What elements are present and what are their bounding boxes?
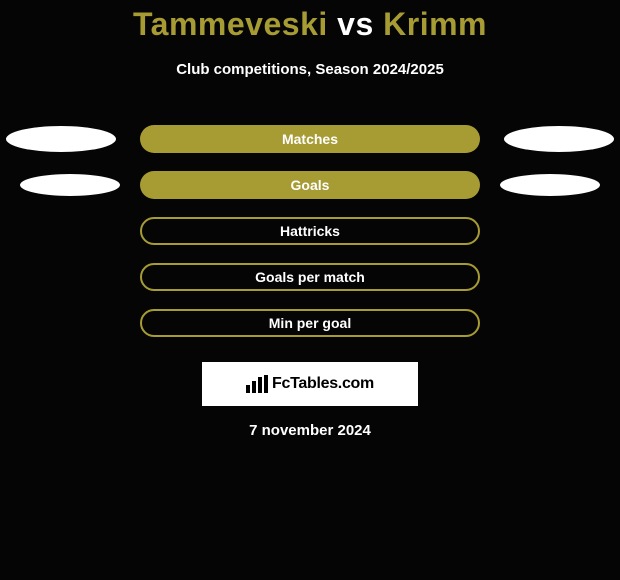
metric-bar-min-per-goal: Min per goal <box>140 309 480 337</box>
bar-chart-icon <box>246 375 268 393</box>
value-bubble-right <box>504 126 614 152</box>
brand-text: FcTables.com <box>272 375 374 393</box>
page-title: Tammeveski vs Krimm <box>0 0 620 43</box>
metric-label: Min per goal <box>269 315 351 331</box>
metric-bar-goals: Goals <box>140 171 480 199</box>
metric-row: Min per goal <box>0 300 620 346</box>
player-right-name: Krimm <box>383 6 487 42</box>
brand-badge: FcTables.com <box>202 362 418 406</box>
value-bubble-right <box>500 174 600 196</box>
vs-label: vs <box>328 6 383 42</box>
metric-row: Matches <box>0 116 620 162</box>
metrics-list: Matches Goals Hattricks Goals per match … <box>0 116 620 346</box>
metric-bar-matches: Matches <box>140 125 480 153</box>
metric-label: Hattricks <box>280 223 340 239</box>
value-bubble-left <box>6 126 116 152</box>
metric-bar-hattricks: Hattricks <box>140 217 480 245</box>
footer-date: 7 november 2024 <box>0 422 620 439</box>
metric-row: Goals <box>0 162 620 208</box>
metric-row: Hattricks <box>0 208 620 254</box>
subtitle: Club competitions, Season 2024/2025 <box>0 61 620 78</box>
comparison-card: Tammeveski vs Krimm Club competitions, S… <box>0 0 620 580</box>
metric-row: Goals per match <box>0 254 620 300</box>
metric-label: Goals per match <box>255 269 365 285</box>
value-bubble-left <box>20 174 120 196</box>
metric-label: Matches <box>282 131 338 147</box>
player-left-name: Tammeveski <box>133 6 328 42</box>
metric-bar-goals-per-match: Goals per match <box>140 263 480 291</box>
metric-label: Goals <box>291 177 330 193</box>
